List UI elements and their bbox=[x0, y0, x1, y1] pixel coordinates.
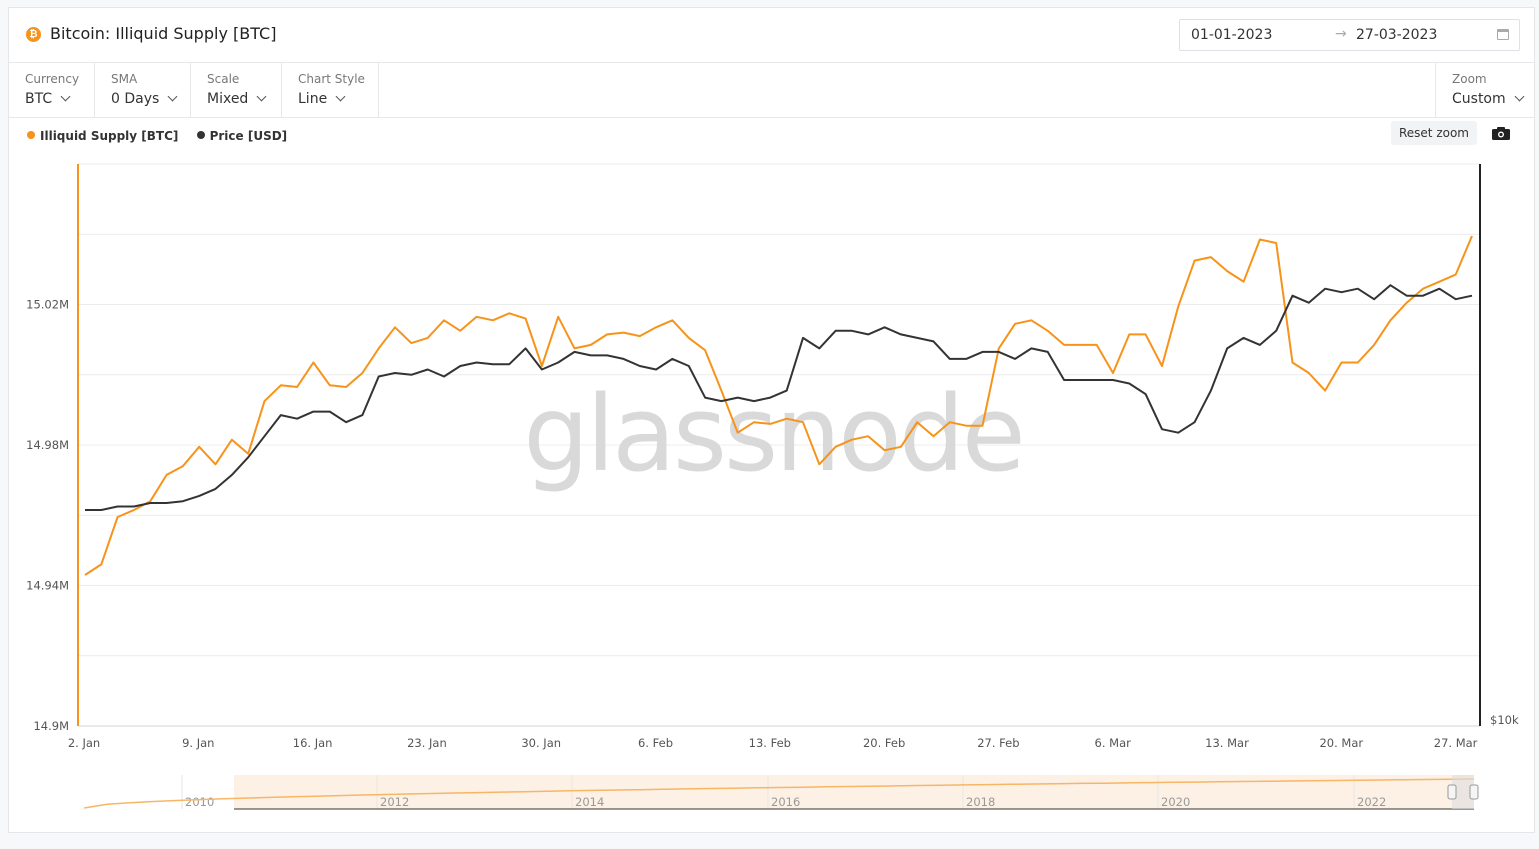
date-from-input[interactable]: 01-01-2023 bbox=[1191, 27, 1273, 43]
navigator-window bbox=[1452, 775, 1474, 809]
x-tick-label: 16. Jan bbox=[293, 736, 333, 750]
navigator-series-line bbox=[83, 778, 1475, 809]
legend-label: Illiquid Supply [BTC] bbox=[40, 129, 179, 143]
y-tick-label: 14.98M bbox=[26, 438, 69, 452]
navigator-selected-range bbox=[234, 775, 1474, 809]
x-tick-label: 27. Feb bbox=[977, 736, 1019, 750]
scale-dropdown[interactable]: Scale Mixed bbox=[191, 62, 282, 117]
series-line-price bbox=[85, 284, 1473, 511]
currency-label: Currency bbox=[25, 72, 80, 86]
x-tick-label: 20. Feb bbox=[863, 736, 905, 750]
x-tick-label: 30. Jan bbox=[521, 736, 561, 750]
zoom-label: Zoom bbox=[1452, 72, 1487, 86]
camera-icon[interactable] bbox=[1492, 127, 1510, 140]
navigator-year-label: 2022 bbox=[1357, 795, 1386, 809]
y-tick-label: 14.94M bbox=[26, 579, 69, 593]
reset-zoom-button[interactable]: Reset zoom bbox=[1391, 121, 1477, 145]
chart-legend: Illiquid Supply [BTC] Price [USD] bbox=[27, 129, 301, 143]
arrow-right-icon: → bbox=[1335, 26, 1347, 42]
y-right-tick-label: $10k bbox=[1490, 713, 1519, 727]
watermark-text: glassnode bbox=[523, 373, 1023, 495]
legend-item-illiquid-supply[interactable]: Illiquid Supply [BTC] bbox=[27, 129, 178, 143]
x-tick-label: 27. Mar bbox=[1434, 736, 1478, 750]
date-range-picker[interactable]: 01-01-2023 → 27-03-2023 bbox=[1179, 19, 1520, 51]
chart-style-dropdown[interactable]: Chart Style Line bbox=[282, 62, 379, 117]
date-to-input[interactable]: 27-03-2023 bbox=[1356, 27, 1438, 43]
chart-toolbar: Currency BTC SMA 0 Days Scale Mixed Char… bbox=[9, 62, 1534, 118]
sma-label: SMA bbox=[111, 72, 138, 86]
x-tick-label: 20. Mar bbox=[1319, 736, 1363, 750]
currency-dropdown[interactable]: Currency BTC bbox=[9, 62, 95, 117]
navigator: 2010 2012 2014 2016 2018 2020 2022 bbox=[83, 775, 1479, 810]
chart-style-label: Chart Style bbox=[298, 72, 365, 86]
sma-dropdown[interactable]: SMA 0 Days bbox=[95, 62, 191, 117]
calendar-icon[interactable] bbox=[1497, 29, 1509, 40]
x-tick-label: 6. Feb bbox=[638, 736, 673, 750]
currency-value: BTC bbox=[25, 91, 53, 107]
y-tick-label: 15.02M bbox=[26, 298, 69, 312]
chart-card: ₿ Bitcoin: Illiquid Supply [BTC] 01-01-2… bbox=[8, 7, 1535, 833]
chart-title: Bitcoin: Illiquid Supply [BTC] bbox=[50, 24, 277, 43]
navigator-year-label: 2010 bbox=[185, 795, 214, 809]
x-tick-label: 9. Jan bbox=[182, 736, 214, 750]
series-line-illiquid-supply bbox=[84, 235, 1473, 576]
zoom-value: Custom bbox=[1452, 91, 1506, 107]
scale-label: Scale bbox=[207, 72, 240, 86]
x-tick-label: 13. Feb bbox=[749, 736, 791, 750]
navigator-handle[interactable] bbox=[1447, 784, 1457, 800]
y-tick-label: 14.9M bbox=[33, 719, 69, 733]
navigator-year-label: 2016 bbox=[771, 795, 800, 809]
navigator-year-label: 2020 bbox=[1161, 795, 1190, 809]
navigator-handle[interactable] bbox=[1469, 784, 1479, 800]
legend-item-price[interactable]: Price [USD] bbox=[196, 129, 288, 143]
navigator-year-label: 2018 bbox=[966, 795, 995, 809]
scale-value: Mixed bbox=[207, 91, 249, 107]
navigator-year-label: 2012 bbox=[380, 795, 409, 809]
x-tick-label: 13. Mar bbox=[1205, 736, 1249, 750]
bitcoin-icon: ₿ bbox=[26, 27, 41, 42]
navigator-year-label: 2014 bbox=[575, 795, 604, 809]
chart-header: ₿ Bitcoin: Illiquid Supply [BTC] 01-01-2… bbox=[9, 8, 1534, 63]
chart-style-value: Line bbox=[298, 91, 328, 107]
legend-label: Price [USD] bbox=[209, 129, 288, 143]
x-tick-label: 6. Mar bbox=[1095, 736, 1132, 750]
x-tick-label: 2. Jan bbox=[68, 736, 100, 750]
sma-value: 0 Days bbox=[111, 91, 160, 107]
zoom-dropdown[interactable]: Zoom Custom bbox=[1435, 62, 1535, 117]
legend-dot-dark bbox=[196, 131, 205, 139]
x-tick-label: 23. Jan bbox=[407, 736, 447, 750]
legend-dot-orange bbox=[27, 131, 35, 139]
